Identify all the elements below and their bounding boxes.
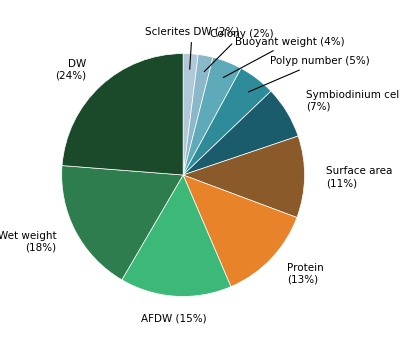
Text: Polyp number (5%): Polyp number (5%)	[248, 56, 370, 92]
Text: Sclerites DW (2%): Sclerites DW (2%)	[145, 27, 239, 69]
Wedge shape	[62, 54, 183, 175]
Wedge shape	[183, 91, 298, 175]
Text: AFDW (15%): AFDW (15%)	[142, 313, 207, 323]
Wedge shape	[62, 166, 183, 280]
Wedge shape	[183, 175, 297, 287]
Wedge shape	[183, 136, 304, 217]
Text: Colony (2%): Colony (2%)	[204, 29, 273, 72]
Text: Protein
(13%): Protein (13%)	[287, 263, 324, 285]
Text: Symbiodinium cell
(7%): Symbiodinium cell (7%)	[306, 90, 400, 112]
Text: Buoyant weight (4%): Buoyant weight (4%)	[223, 36, 345, 78]
Wedge shape	[183, 57, 241, 175]
Wedge shape	[183, 68, 271, 175]
Text: Wet weight
(18%): Wet weight (18%)	[0, 231, 56, 252]
Wedge shape	[183, 55, 213, 175]
Wedge shape	[183, 54, 198, 175]
Text: DW
(24%): DW (24%)	[55, 59, 86, 80]
Text: Surface area
(11%): Surface area (11%)	[326, 167, 393, 188]
Wedge shape	[122, 175, 231, 296]
